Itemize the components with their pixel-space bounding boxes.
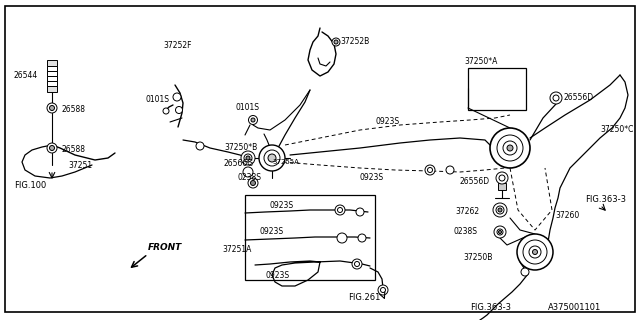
Circle shape bbox=[173, 93, 181, 101]
Circle shape bbox=[507, 145, 513, 151]
Circle shape bbox=[496, 172, 508, 184]
Circle shape bbox=[425, 165, 435, 175]
Circle shape bbox=[352, 259, 362, 269]
Text: FIG.100: FIG.100 bbox=[14, 180, 46, 189]
Circle shape bbox=[493, 203, 507, 217]
Text: 37250B: 37250B bbox=[463, 253, 492, 262]
Text: 37252F: 37252F bbox=[163, 41, 191, 50]
Circle shape bbox=[550, 92, 562, 104]
Circle shape bbox=[47, 103, 57, 113]
Circle shape bbox=[378, 285, 388, 295]
Circle shape bbox=[517, 234, 553, 270]
Circle shape bbox=[337, 207, 342, 212]
Text: 37262: 37262 bbox=[455, 207, 479, 217]
Circle shape bbox=[248, 116, 257, 124]
Text: 0923S: 0923S bbox=[260, 228, 284, 236]
Text: 26544: 26544 bbox=[14, 70, 38, 79]
Circle shape bbox=[334, 40, 338, 44]
Circle shape bbox=[248, 178, 258, 188]
Text: 26556D: 26556D bbox=[563, 93, 593, 102]
Bar bbox=[47, 76, 57, 81]
Circle shape bbox=[250, 180, 255, 186]
Circle shape bbox=[428, 167, 433, 172]
Text: 0923S: 0923S bbox=[360, 173, 384, 182]
Circle shape bbox=[494, 226, 506, 238]
Circle shape bbox=[497, 229, 503, 235]
Bar bbox=[47, 81, 57, 86]
Circle shape bbox=[553, 95, 559, 101]
Text: 37252B: 37252B bbox=[340, 37, 369, 46]
Text: 0101S: 0101S bbox=[235, 103, 259, 113]
Circle shape bbox=[503, 141, 517, 155]
Circle shape bbox=[268, 154, 276, 162]
Circle shape bbox=[49, 106, 54, 110]
Circle shape bbox=[356, 208, 364, 216]
Bar bbox=[47, 86, 57, 92]
Circle shape bbox=[243, 167, 253, 177]
Text: FIG.363-3: FIG.363-3 bbox=[585, 196, 626, 204]
Text: 0923S: 0923S bbox=[375, 117, 399, 126]
Bar bbox=[47, 66, 57, 71]
Circle shape bbox=[241, 151, 255, 165]
Text: 26556D: 26556D bbox=[460, 178, 490, 187]
Text: 0923S: 0923S bbox=[270, 202, 294, 211]
Text: 37251A: 37251A bbox=[222, 245, 252, 254]
Text: 37255A: 37255A bbox=[272, 159, 299, 165]
Text: FRONT: FRONT bbox=[148, 244, 182, 252]
Circle shape bbox=[332, 38, 340, 46]
Circle shape bbox=[251, 118, 255, 122]
Text: 37251: 37251 bbox=[68, 161, 92, 170]
Text: 0101S: 0101S bbox=[145, 95, 169, 105]
Circle shape bbox=[244, 154, 252, 162]
Text: 26588: 26588 bbox=[62, 106, 86, 115]
Text: 0923S: 0923S bbox=[265, 271, 289, 281]
Bar bbox=[245, 195, 375, 280]
Circle shape bbox=[532, 250, 538, 254]
Text: 37250*C: 37250*C bbox=[600, 125, 634, 134]
Bar bbox=[47, 60, 57, 66]
Text: 37250*A: 37250*A bbox=[464, 58, 497, 67]
Circle shape bbox=[47, 143, 57, 153]
Circle shape bbox=[496, 206, 504, 214]
Text: 26588: 26588 bbox=[62, 146, 86, 155]
Circle shape bbox=[259, 145, 285, 171]
Text: 0238S: 0238S bbox=[238, 172, 262, 181]
Circle shape bbox=[163, 108, 169, 114]
Text: FIG.261: FIG.261 bbox=[348, 293, 380, 302]
Circle shape bbox=[246, 156, 250, 160]
Circle shape bbox=[529, 246, 541, 258]
Circle shape bbox=[499, 230, 502, 234]
Circle shape bbox=[497, 135, 523, 161]
Text: A375001101: A375001101 bbox=[548, 302, 601, 311]
Circle shape bbox=[521, 268, 529, 276]
Circle shape bbox=[175, 107, 182, 114]
Circle shape bbox=[264, 150, 280, 166]
Circle shape bbox=[335, 205, 345, 215]
Circle shape bbox=[523, 240, 547, 264]
Text: 0238S: 0238S bbox=[453, 228, 477, 236]
Text: 37260: 37260 bbox=[555, 211, 579, 220]
Bar bbox=[498, 183, 506, 190]
Circle shape bbox=[196, 142, 204, 150]
Circle shape bbox=[49, 146, 54, 150]
Circle shape bbox=[381, 287, 385, 292]
Text: 37250*B: 37250*B bbox=[224, 143, 257, 153]
Circle shape bbox=[490, 128, 530, 168]
Circle shape bbox=[446, 166, 454, 174]
Bar bbox=[468, 68, 526, 110]
Circle shape bbox=[355, 261, 360, 267]
Circle shape bbox=[358, 234, 366, 242]
Circle shape bbox=[337, 233, 347, 243]
Text: 26566G: 26566G bbox=[224, 158, 254, 167]
Circle shape bbox=[498, 208, 502, 212]
Circle shape bbox=[499, 175, 505, 181]
Text: FIG.363-3: FIG.363-3 bbox=[470, 302, 511, 311]
Bar bbox=[47, 71, 57, 76]
